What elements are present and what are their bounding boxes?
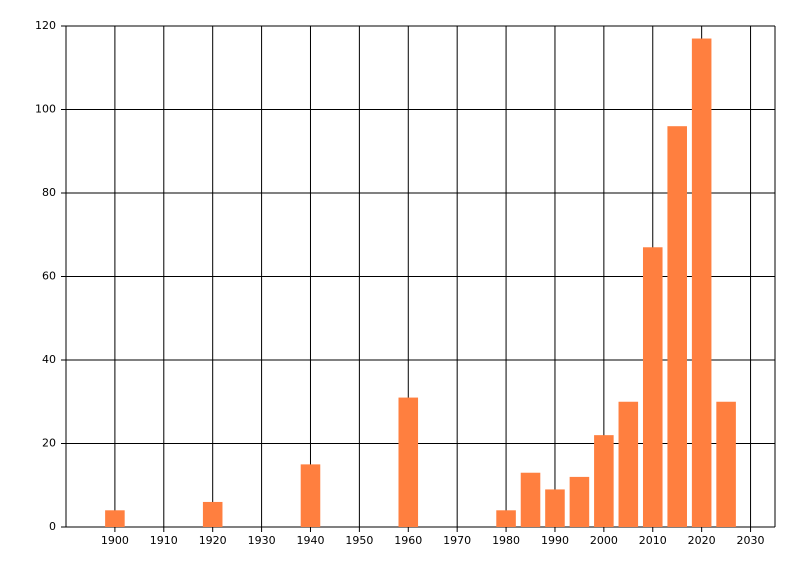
bar (642, 247, 663, 527)
y-tick-label: 100 (35, 103, 56, 116)
y-tick-label: 80 (42, 186, 56, 199)
y-tick-label: 120 (35, 19, 56, 32)
x-tick-label: 1940 (296, 534, 324, 547)
bar (496, 510, 516, 527)
x-tick-label: 2010 (639, 534, 667, 547)
bar (716, 401, 736, 527)
x-tick-label: 1930 (248, 534, 276, 547)
x-tick-label: 2020 (688, 534, 716, 547)
x-tick-label: 2030 (737, 534, 765, 547)
x-tick-label: 1960 (394, 534, 422, 547)
y-tick-label: 40 (42, 353, 56, 366)
y-tick-label: 0 (49, 520, 56, 533)
x-tick-label: 1910 (150, 534, 178, 547)
x-tick-label: 1990 (541, 534, 569, 547)
bar (520, 472, 541, 527)
bar (667, 126, 687, 527)
bar (398, 397, 419, 527)
x-tick-label: 1920 (199, 534, 227, 547)
x-tick-label: 1980 (492, 534, 520, 547)
bar (594, 435, 614, 527)
bar (545, 489, 565, 527)
x-tick-label: 1970 (443, 534, 471, 547)
bar (300, 464, 321, 527)
x-tick-label: 1900 (101, 534, 129, 547)
x-tick-label: 1950 (345, 534, 373, 547)
bar (569, 476, 590, 527)
y-tick-label: 20 (42, 437, 56, 450)
bar (202, 501, 223, 527)
x-tick-label: 2000 (590, 534, 618, 547)
y-tick-label: 60 (42, 270, 56, 283)
bar (105, 510, 125, 527)
bar (618, 401, 639, 527)
bar (691, 38, 712, 528)
